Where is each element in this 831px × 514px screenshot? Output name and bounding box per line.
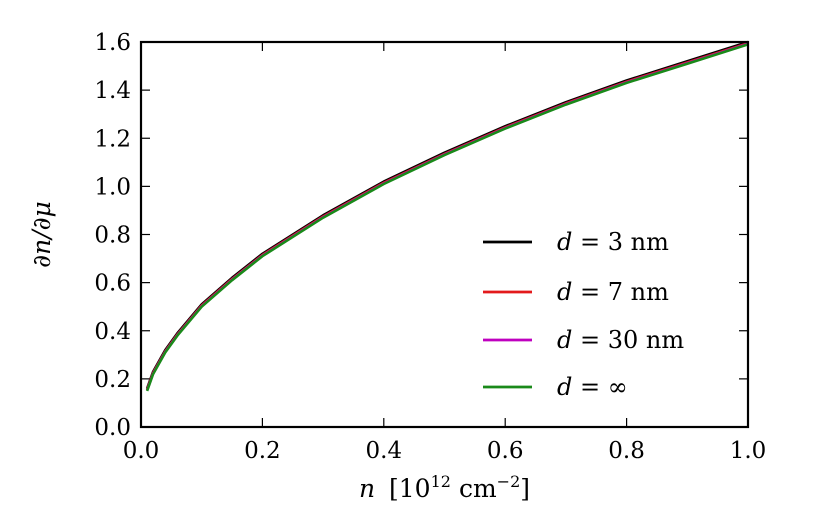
tick-labels: 0.0 0.2 0.4 0.6 0.8 1.0 0.0 0.2 0.4 0.6 0.8 1.0 1.2 1… [94,30,766,464]
y-tick-label: 1.2 [94,126,131,152]
y-tick-label: 0.8 [94,223,131,249]
legend-item: d = 7 nm [483,278,669,306]
y-axis-label: ∂n/∂μ [27,201,56,268]
legend-label: d = 7 nm [557,278,669,306]
x-tick-label: 0.4 [366,438,403,464]
x-tick-label: 0.8 [608,438,645,464]
series-line-3 [145,43,749,392]
legend-item: d = 3 nm [483,228,669,256]
y-tick-label: 1.4 [94,78,131,104]
x-tick-label: 0.2 [244,438,281,464]
y-tick-label: 0.0 [94,415,131,441]
legend-item: d = ∞ [483,373,628,401]
legend: d = 3 nm d = 7 nm d = 30 nm d = ∞ [483,228,684,401]
x-axis-label: n [1012 cm−2] [359,472,530,503]
legend-label: d = 3 nm [557,228,669,256]
x-tick-label: 0.6 [487,438,524,464]
y-tick-label: 1.0 [94,174,131,200]
legend-label: d = 30 nm [557,326,684,354]
plot-frame [139,40,750,429]
legend-label: d = ∞ [557,373,628,401]
series-lines [145,40,749,392]
legend-item: d = 30 nm [483,326,684,354]
x-tick-label: 1.0 [730,438,767,464]
x-tick-label: 0.0 [123,438,160,464]
y-tick-label: 0.6 [94,271,131,297]
y-tick-label: 1.6 [94,30,131,56]
y-tick-label: 0.4 [94,319,131,345]
y-tick-label: 0.2 [94,367,131,393]
